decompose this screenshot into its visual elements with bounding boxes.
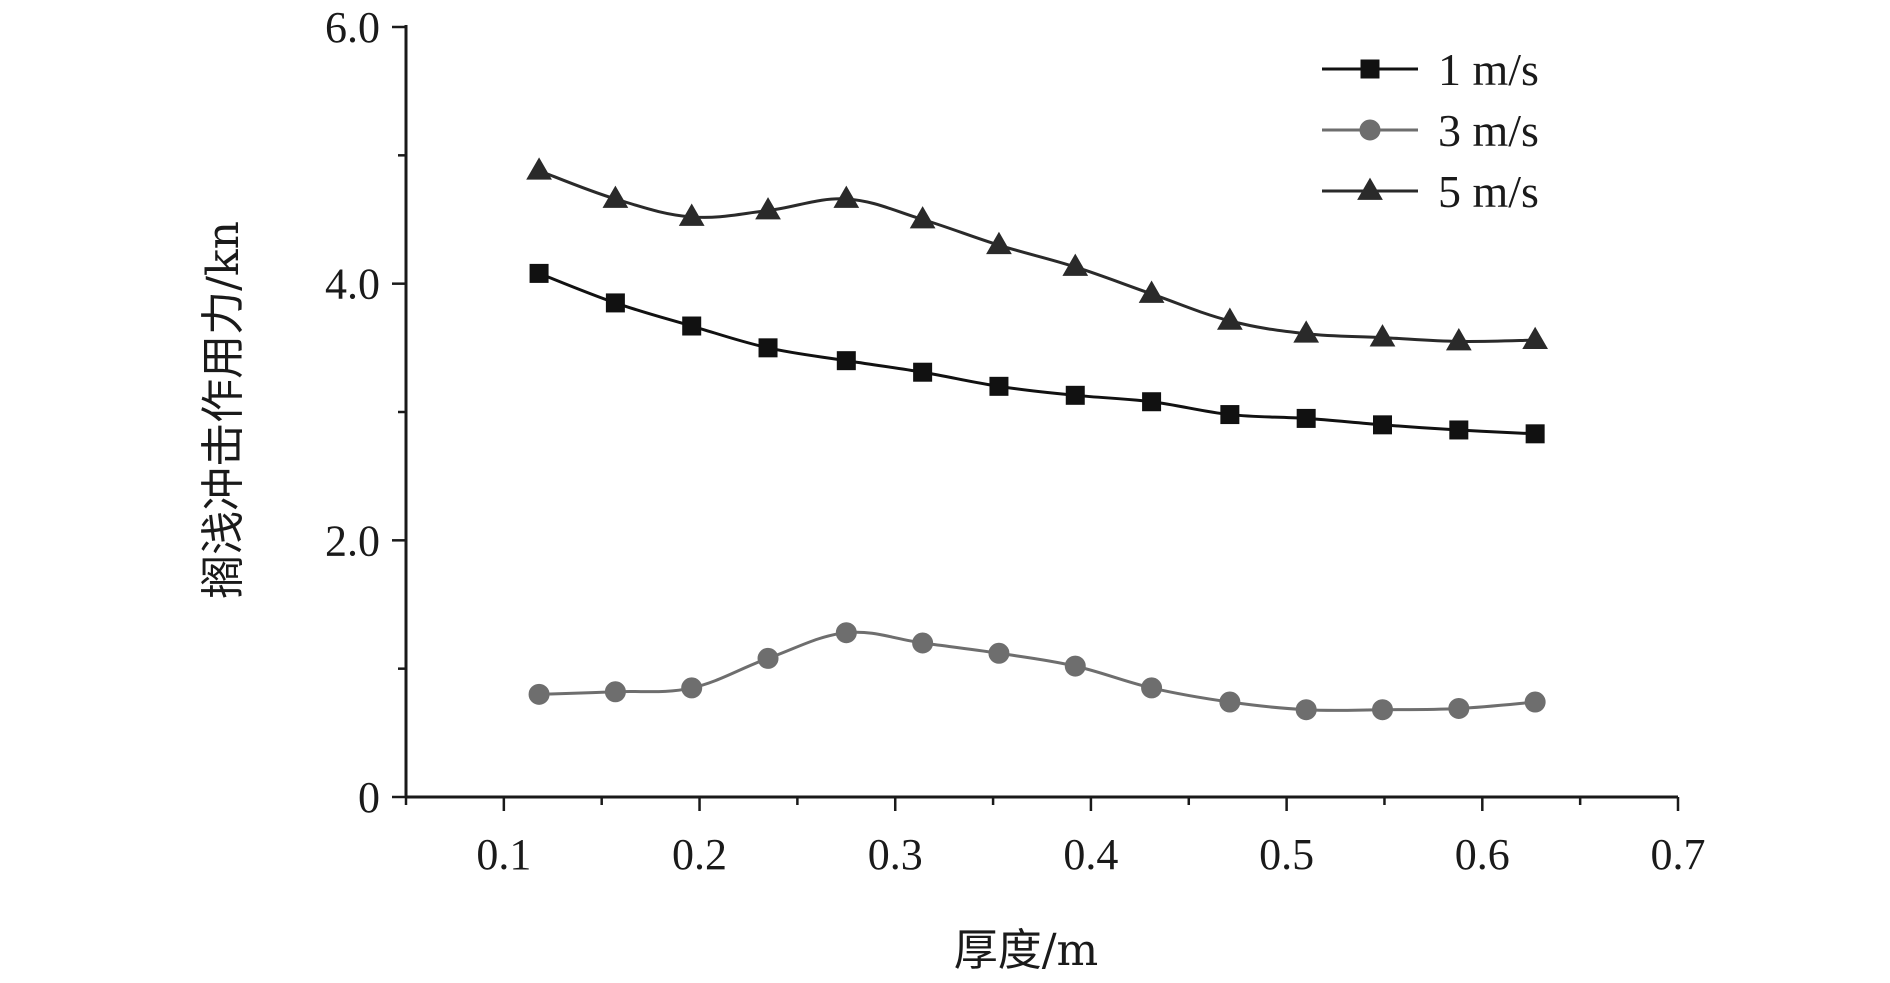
data-point-1-m-s — [1065, 385, 1085, 405]
legend-item-1-m-s: 1 m/s — [1322, 44, 1539, 95]
x-ticks: 0.1 0.2 0.3 0.4 0.5 0.6 0.7 — [404, 797, 1706, 879]
x-tick-label: 0.3 — [868, 830, 923, 879]
y-axis-title: 搁浅冲击作用力/kn — [198, 221, 249, 599]
legend-marker — [1360, 59, 1380, 79]
data-point-1-m-s — [1220, 405, 1240, 425]
y-tick-label: 0 — [358, 773, 380, 822]
data-point-3-m-s — [1448, 697, 1470, 719]
data-point-3-m-s — [1219, 691, 1241, 713]
data-point-3-m-s — [528, 683, 550, 705]
data-point-1-m-s — [682, 316, 702, 336]
data-point-1-m-s — [1525, 424, 1545, 444]
data-point-1-m-s — [1296, 408, 1316, 428]
x-tick-label: 0.7 — [1651, 830, 1706, 879]
x-tick-label: 0.4 — [1063, 830, 1118, 879]
data-point-1-m-s — [1142, 392, 1162, 412]
legend: 1 m/s 3 m/s 5 m/s — [1322, 44, 1539, 217]
legend-label: 5 m/s — [1438, 166, 1539, 217]
data-point-3-m-s — [835, 622, 857, 644]
x-axis-title: 厚度/m — [954, 925, 1099, 976]
data-point-5-m-s — [526, 157, 552, 180]
legend-marker — [1357, 177, 1383, 200]
data-point-5-m-s — [1293, 320, 1320, 343]
data-point-5-m-s — [833, 185, 860, 208]
legend-label: 1 m/s — [1438, 44, 1539, 95]
data-point-1-m-s — [913, 362, 933, 382]
y-ticks: 0 2.0 4.0 6.0 — [325, 3, 406, 822]
data-point-3-m-s — [1141, 677, 1163, 699]
data-point-5-m-s — [1522, 326, 1549, 350]
data-point-3-m-s — [1064, 655, 1086, 677]
series-line-5-m-s — [538, 169, 1536, 344]
data-point-5-m-s — [1216, 307, 1243, 330]
data-point-1-m-s — [529, 263, 549, 283]
data-point-1-m-s — [1449, 420, 1469, 440]
data-point-5-m-s — [1369, 324, 1396, 347]
data-point-3-m-s — [681, 677, 703, 699]
legend-marker — [1359, 119, 1381, 141]
legend-label: 3 m/s — [1438, 105, 1539, 156]
x-tick-label: 0.2 — [672, 830, 727, 879]
series-line-1-m-s — [538, 272, 1536, 436]
legend-item-5-m-s: 5 m/s — [1322, 166, 1539, 217]
data-point-3-m-s — [1524, 691, 1546, 713]
data-point-1-m-s — [989, 376, 1009, 396]
data-point-5-m-s — [755, 197, 781, 220]
data-point-1-m-s — [605, 293, 625, 313]
y-tick-label: 6.0 — [325, 3, 380, 52]
data-point-5-m-s — [678, 203, 705, 226]
x-tick-label: 0.6 — [1455, 830, 1510, 879]
data-point-5-m-s — [1445, 328, 1472, 351]
series-5-m-s — [526, 157, 1549, 351]
data-point-1-m-s — [758, 338, 778, 358]
data-point-3-m-s — [988, 642, 1010, 664]
legend-item-3-m-s: 3 m/s — [1322, 105, 1539, 156]
data-point-3-m-s — [757, 647, 779, 669]
series-3-m-s — [528, 622, 1546, 721]
series-group — [526, 157, 1549, 721]
x-tick-label: 0.1 — [476, 830, 531, 879]
data-point-3-m-s — [1295, 699, 1317, 721]
data-point-5-m-s — [602, 185, 629, 208]
data-point-3-m-s — [912, 632, 934, 654]
data-point-3-m-s — [604, 681, 626, 703]
y-tick-label: 2.0 — [325, 516, 380, 565]
data-point-5-m-s — [909, 206, 936, 229]
data-point-1-m-s — [1373, 415, 1393, 435]
x-tick-label: 0.5 — [1259, 830, 1314, 879]
series-1-m-s — [529, 263, 1545, 444]
y-tick-label: 4.0 — [325, 260, 380, 309]
data-point-1-m-s — [836, 351, 856, 371]
data-point-3-m-s — [1372, 699, 1394, 721]
data-point-5-m-s — [986, 231, 1012, 255]
series-line-3-m-s — [539, 630, 1536, 712]
data-point-5-m-s — [1138, 280, 1165, 303]
data-point-5-m-s — [1062, 253, 1089, 276]
